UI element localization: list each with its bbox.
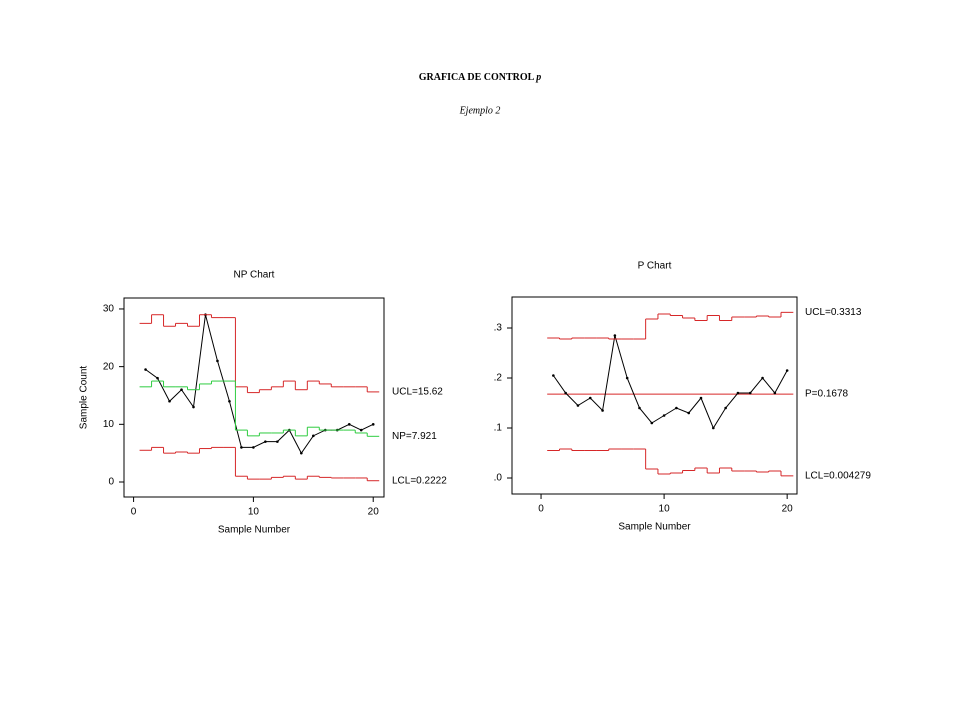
data-point (748, 391, 752, 395)
data-line (145, 314, 374, 455)
plot-frame (511, 296, 798, 495)
x-tick-label: 0 (538, 504, 544, 515)
limit-label: LCL=0.004279 (805, 471, 871, 482)
limit-label: UCL=0.3313 (805, 307, 862, 318)
y-tick-label: .2 (494, 373, 503, 384)
data-point (724, 406, 727, 410)
x-tick-label: 10 (659, 504, 671, 515)
slide-title: GRAFICA DE CONTROL p (419, 72, 542, 83)
data-point (192, 405, 195, 409)
x-axis-label: Sample Number (218, 525, 291, 536)
data-point (371, 423, 375, 426)
data-point (613, 334, 617, 337)
data-point (276, 440, 279, 443)
data-point (687, 411, 691, 415)
data-point (564, 391, 567, 395)
data-point (675, 406, 678, 410)
data-point (216, 359, 219, 363)
y-tick-label: 30 (103, 304, 115, 315)
data-point (662, 414, 666, 417)
y-tick-label: .0 (494, 473, 503, 484)
plot-frame (123, 297, 385, 498)
data-point (773, 391, 777, 395)
data-point (761, 376, 764, 380)
x-tick-label: 10 (248, 507, 260, 518)
title-text: GRAFICA DE CONTROL (419, 72, 535, 83)
data-point (650, 421, 654, 425)
data-point (264, 440, 267, 443)
data-point (240, 446, 243, 449)
y-tick-label: .1 (494, 423, 503, 434)
x-axis-label: Sample Number (618, 522, 691, 533)
data-point (601, 409, 604, 412)
x-tick-label: 0 (131, 507, 137, 518)
data-point (712, 426, 715, 430)
limit-label: UCL=15.62 (392, 387, 443, 398)
limit-label: NP=7.921 (392, 431, 437, 442)
y-tick-label: 20 (103, 361, 115, 372)
data-point (552, 374, 555, 377)
y-axis-label: Sample Count (79, 366, 90, 430)
data-point (359, 428, 363, 432)
data-point (312, 434, 315, 438)
chart-title: P Chart (638, 261, 672, 272)
data-point (180, 388, 183, 392)
limit-label: P=0.1678 (805, 389, 849, 400)
data-point (347, 423, 351, 426)
data-line (552, 335, 788, 430)
data-point (252, 446, 255, 449)
x-tick-label: 20 (782, 504, 794, 515)
limit-label: LCL=0.2222 (392, 475, 447, 486)
slide-subtitle: Ejemplo 2 (459, 105, 501, 116)
y-tick-label: .3 (494, 323, 503, 334)
x-tick-label: 20 (368, 507, 380, 518)
chart-title: NP Chart (234, 270, 275, 281)
y-tick-label: 0 (108, 477, 114, 488)
data-point (576, 404, 580, 407)
data-point (736, 391, 740, 395)
data-point (156, 376, 159, 380)
y-tick-label: 10 (103, 419, 115, 430)
data-point (168, 399, 171, 403)
data-point (588, 396, 592, 400)
data-point (300, 451, 303, 455)
data-point (785, 369, 789, 372)
data-point (228, 399, 231, 403)
data-point (699, 396, 703, 400)
data-point (638, 406, 641, 410)
title-symbol: p (535, 72, 541, 83)
data-point (144, 368, 147, 371)
data-point (625, 376, 629, 380)
